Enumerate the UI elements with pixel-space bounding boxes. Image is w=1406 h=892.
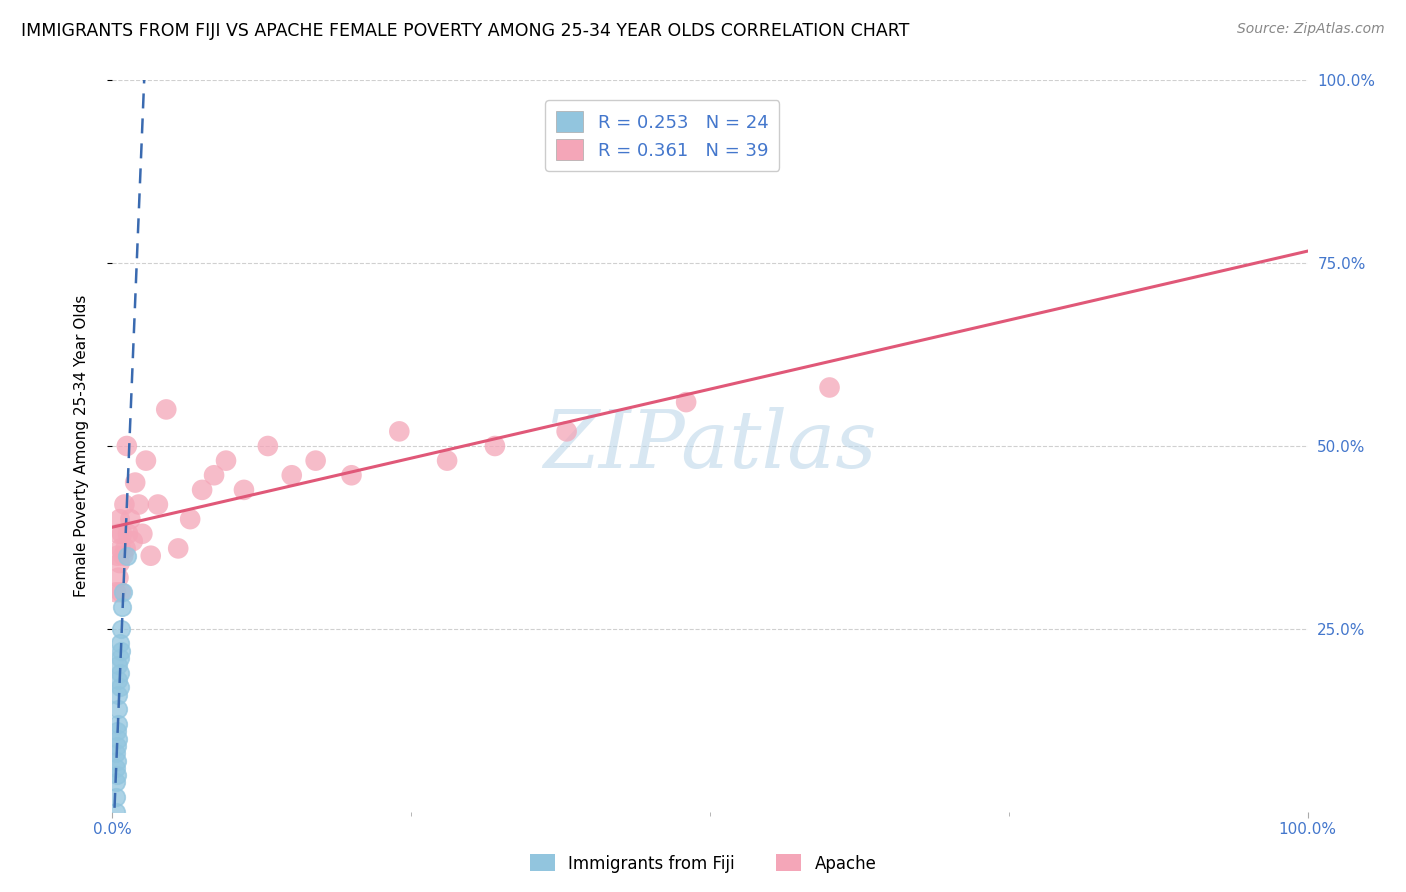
Point — [281, 468, 304, 483]
Point — [257, 439, 280, 453]
Point — [436, 453, 458, 467]
Y-axis label: Female Poverty Among 25-34 Year Olds: Female Poverty Among 25-34 Year Olds — [75, 295, 89, 597]
Point — [215, 453, 238, 467]
Point — [146, 498, 169, 512]
Point — [107, 731, 129, 746]
Point — [107, 673, 129, 687]
Point — [112, 549, 135, 563]
Point — [110, 644, 132, 658]
Point — [111, 599, 134, 614]
Point — [108, 512, 131, 526]
Point — [179, 512, 201, 526]
Point — [105, 746, 128, 760]
Point — [124, 475, 146, 490]
Point — [108, 665, 131, 680]
Point — [110, 622, 132, 636]
Point — [107, 702, 129, 716]
Point — [110, 585, 132, 599]
Legend: Immigrants from Fiji, Apache: Immigrants from Fiji, Apache — [523, 847, 883, 880]
Point — [107, 688, 129, 702]
Point — [191, 483, 214, 497]
Point — [105, 775, 128, 789]
Point — [202, 468, 225, 483]
Point — [115, 549, 138, 563]
Point — [105, 739, 128, 753]
Point — [107, 717, 129, 731]
Point — [105, 761, 128, 775]
Point — [155, 402, 177, 417]
Point — [108, 556, 131, 570]
Point — [139, 549, 162, 563]
Text: ZIPatlas: ZIPatlas — [543, 408, 877, 484]
Point — [128, 498, 150, 512]
Point — [105, 585, 128, 599]
Point — [105, 754, 128, 768]
Point — [108, 636, 131, 650]
Point — [107, 526, 129, 541]
Point — [105, 805, 128, 819]
Legend: R = 0.253   N = 24, R = 0.361   N = 39: R = 0.253 N = 24, R = 0.361 N = 39 — [546, 100, 779, 171]
Point — [115, 439, 138, 453]
Point — [305, 453, 328, 467]
Point — [818, 380, 841, 394]
Point — [111, 526, 134, 541]
Point — [555, 425, 578, 439]
Point — [388, 425, 411, 439]
Point — [131, 526, 153, 541]
Text: Source: ZipAtlas.com: Source: ZipAtlas.com — [1237, 22, 1385, 37]
Point — [135, 453, 157, 467]
Point — [121, 534, 143, 549]
Point — [117, 526, 139, 541]
Point — [105, 724, 128, 739]
Point — [105, 790, 128, 805]
Point — [233, 483, 256, 497]
Point — [340, 468, 363, 483]
Point — [167, 541, 190, 556]
Point — [110, 541, 132, 556]
Point — [114, 541, 136, 556]
Point — [484, 439, 506, 453]
Point — [114, 498, 135, 512]
Point — [105, 549, 128, 563]
Point — [675, 395, 697, 409]
Point — [108, 681, 131, 695]
Text: IMMIGRANTS FROM FIJI VS APACHE FEMALE POVERTY AMONG 25-34 YEAR OLDS CORRELATION : IMMIGRANTS FROM FIJI VS APACHE FEMALE PO… — [21, 22, 910, 40]
Point — [107, 658, 129, 673]
Point — [105, 768, 128, 782]
Point — [107, 571, 129, 585]
Point — [108, 651, 131, 665]
Point — [112, 585, 135, 599]
Point — [120, 512, 142, 526]
